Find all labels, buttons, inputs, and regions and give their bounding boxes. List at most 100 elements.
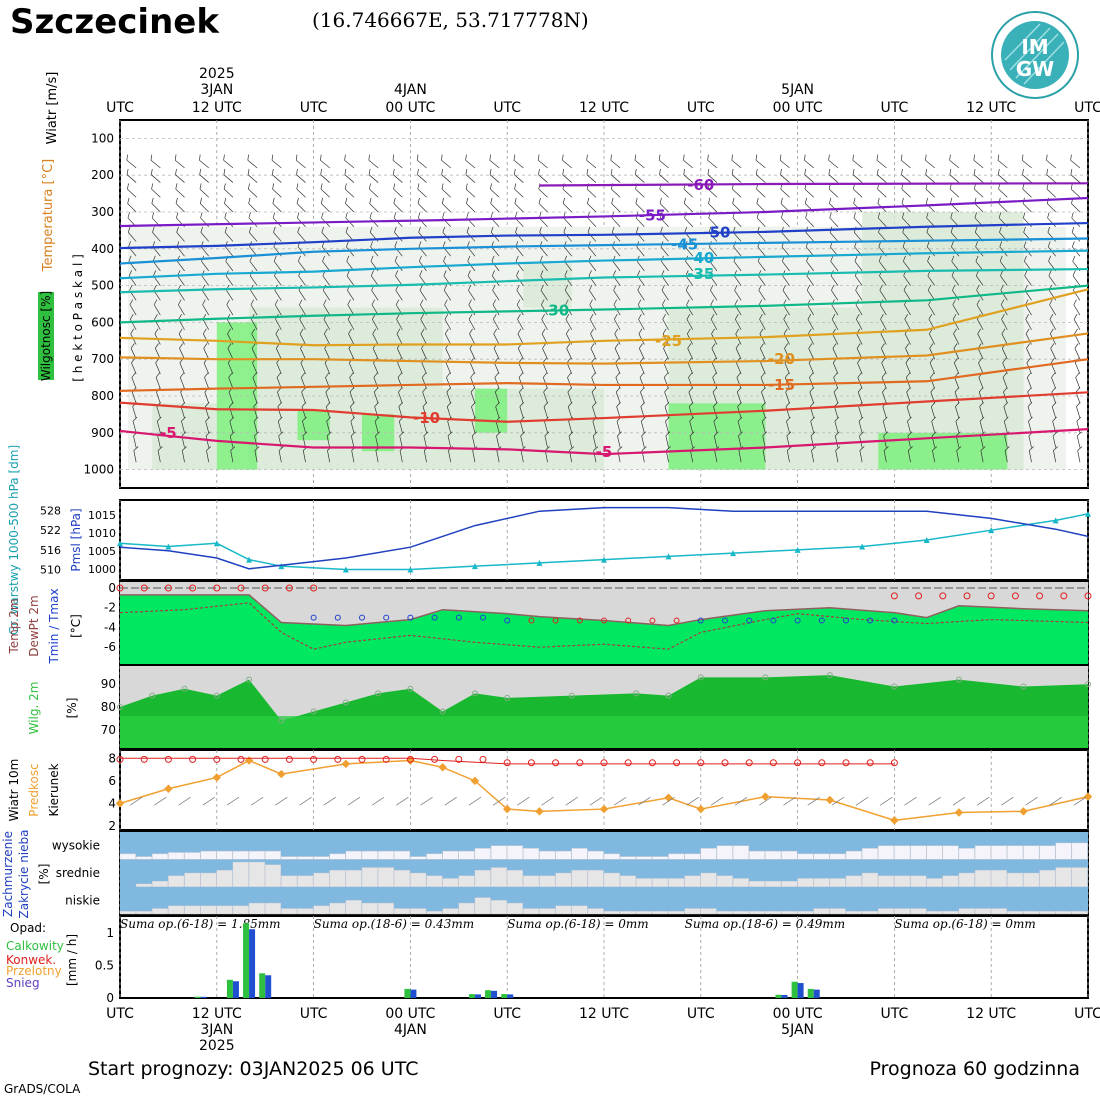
wind-barb-staff bbox=[930, 406, 936, 419]
cloud-bar-mid bbox=[1071, 867, 1088, 887]
wind-barb bbox=[979, 416, 985, 433]
wind-barb-staff bbox=[205, 435, 210, 448]
wind-barb bbox=[230, 446, 236, 463]
wind-barb-flag bbox=[589, 284, 593, 291]
wind-barb bbox=[152, 241, 161, 257]
wind-barb-staff bbox=[539, 232, 548, 242]
isotherm-label: -60 bbox=[687, 176, 714, 194]
wind-barb-flag bbox=[247, 154, 249, 161]
wind-barb-staff bbox=[1051, 377, 1057, 389]
wind-barb-flag bbox=[132, 416, 138, 422]
wind-barb bbox=[637, 284, 645, 301]
wind-barb-flag bbox=[834, 431, 840, 437]
cloud-bar-low bbox=[329, 902, 346, 915]
wind-barb bbox=[349, 387, 355, 404]
wind-barb-staff bbox=[566, 348, 573, 360]
cloud-bar-low bbox=[394, 908, 411, 915]
tmax-marker bbox=[164, 584, 172, 592]
wind-barb-flag bbox=[251, 343, 256, 349]
wind-barb-staff bbox=[757, 232, 766, 242]
isotherm-line bbox=[119, 391, 1089, 423]
wind-barb bbox=[738, 431, 743, 448]
wind-barb bbox=[247, 168, 258, 183]
wind-barb bbox=[586, 154, 597, 169]
wind-barb-staff bbox=[567, 377, 573, 389]
wind-barb-staff bbox=[395, 290, 403, 301]
wind-barb-staff bbox=[905, 362, 911, 375]
wind-barb-staff bbox=[446, 377, 452, 389]
wind-barb bbox=[325, 387, 331, 404]
wind-barb-staff bbox=[590, 348, 597, 360]
wind-barb-flag bbox=[877, 212, 881, 219]
day-label-bottom: 5JAN bbox=[781, 1022, 814, 1038]
ylabel-wind-speed: Predkosc bbox=[27, 763, 41, 816]
gust-marker bbox=[116, 755, 124, 763]
wind-barb-staff bbox=[446, 406, 452, 419]
humidity-tick: 90 bbox=[101, 677, 116, 691]
gust-marker bbox=[794, 759, 802, 767]
wind-barb-flag bbox=[589, 314, 594, 320]
wind-barb bbox=[756, 183, 766, 198]
wind-barb-staff bbox=[636, 246, 645, 257]
wind-barb-flag bbox=[736, 372, 741, 378]
wind-barb-staff bbox=[465, 174, 476, 183]
cloud-bar-high bbox=[652, 856, 669, 860]
wind-barb bbox=[687, 343, 694, 360]
wind-barb-staff bbox=[539, 217, 548, 227]
wind-direction-barb bbox=[299, 796, 312, 806]
wind-barb-staff bbox=[201, 290, 210, 301]
cloud-bar-mid bbox=[732, 878, 749, 887]
wind-barb-staff bbox=[225, 246, 234, 257]
wind-barb-flag bbox=[151, 197, 154, 204]
wind-barb bbox=[416, 154, 427, 169]
wind-barb bbox=[1026, 343, 1032, 360]
wind-barb-flag bbox=[273, 226, 276, 233]
precip-bar-snow bbox=[507, 994, 514, 998]
gust-marker bbox=[406, 755, 414, 763]
wind-barb bbox=[344, 183, 355, 198]
wind-barb-staff bbox=[954, 377, 960, 389]
wind-barb bbox=[181, 416, 186, 433]
wind-barb bbox=[1003, 416, 1009, 433]
wind-barb-staff bbox=[779, 160, 790, 169]
wind-barb bbox=[223, 168, 234, 183]
wind-barb-flag bbox=[370, 270, 374, 276]
wind-direction-barb bbox=[807, 796, 820, 806]
wind-barb-staff bbox=[714, 450, 718, 463]
tmin-marker bbox=[697, 617, 704, 624]
wind-barb-staff bbox=[253, 421, 258, 433]
wind-barb bbox=[229, 416, 235, 433]
wind-barb-staff bbox=[925, 188, 935, 198]
wind-barb-staff bbox=[736, 391, 742, 404]
wind-barb bbox=[973, 168, 984, 183]
wind-barb bbox=[205, 431, 211, 448]
tmax-marker bbox=[1060, 592, 1068, 600]
wind-barb bbox=[156, 416, 162, 433]
wind-barb-staff bbox=[299, 333, 306, 345]
wind-barb bbox=[393, 197, 403, 213]
cloud-bar-high bbox=[523, 848, 540, 860]
wind-barb-staff bbox=[709, 275, 718, 286]
tmin-marker bbox=[770, 617, 777, 624]
wind-barb-flag bbox=[808, 343, 813, 349]
wind-barb-flag bbox=[422, 402, 428, 407]
wind-barb-staff bbox=[295, 160, 306, 169]
wind-barb bbox=[199, 183, 209, 198]
wind-barb bbox=[370, 241, 379, 257]
wind-direction-barb bbox=[662, 796, 675, 806]
wind-barb bbox=[828, 183, 839, 198]
mslp-line bbox=[119, 506, 1089, 570]
wind-barb-staff bbox=[731, 174, 742, 183]
wind-barb bbox=[468, 284, 476, 301]
wind-barb-staff bbox=[786, 421, 790, 433]
wind-barb-flag bbox=[441, 154, 443, 161]
wind-barb bbox=[1027, 402, 1033, 419]
humidity-marker bbox=[246, 676, 253, 683]
wind-barb-staff bbox=[760, 377, 766, 389]
wind-barb bbox=[444, 328, 452, 345]
cloud-bar-high bbox=[894, 845, 911, 860]
wind-barb-flag bbox=[902, 255, 906, 262]
precip-bar-total bbox=[468, 994, 475, 998]
wind-barb-flag bbox=[880, 314, 884, 320]
